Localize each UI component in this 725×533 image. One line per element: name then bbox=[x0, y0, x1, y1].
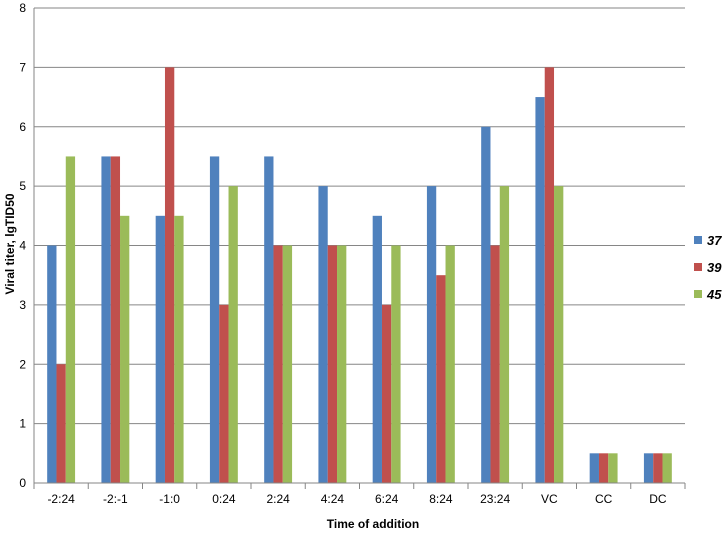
y-tick-label: 4 bbox=[19, 239, 26, 253]
x-tick-label: 23:24 bbox=[480, 492, 510, 506]
bar-37-CC bbox=[589, 453, 599, 483]
bar-37--2:-1 bbox=[101, 156, 111, 483]
bar-37--1:0 bbox=[155, 215, 165, 483]
bar-39--2:-1 bbox=[110, 156, 121, 483]
bar-45-8:24 bbox=[445, 245, 455, 483]
bar-45-6:24 bbox=[391, 245, 401, 483]
bar-39-6:24 bbox=[381, 304, 392, 483]
y-tick-labels: 0 1 2 3 4 5 6 7 8 bbox=[19, 1, 26, 490]
bar-45-CC bbox=[608, 453, 618, 483]
gridlines bbox=[34, 7, 685, 484]
bar-39-2:24 bbox=[273, 245, 283, 483]
legend-swatch-39 bbox=[694, 263, 702, 271]
bar-39-0:24 bbox=[219, 304, 229, 483]
x-tick-label: 4:24 bbox=[321, 492, 345, 506]
x-tick-label: VC bbox=[541, 492, 558, 506]
legend-label-39: 39 bbox=[707, 260, 722, 275]
y-tick-label: 5 bbox=[19, 179, 26, 193]
bars bbox=[47, 67, 672, 483]
bar-45-23:24 bbox=[499, 186, 510, 483]
legend: 37 39 45 bbox=[694, 233, 722, 302]
x-tick-label: 8:24 bbox=[429, 492, 453, 506]
y-axis-title: Viral titer, lgTID50 bbox=[3, 193, 17, 294]
y-tick-label: 3 bbox=[19, 298, 26, 312]
bar-45-VC bbox=[554, 186, 564, 483]
bar-45-2:24 bbox=[282, 245, 293, 483]
y-tick-label: 2 bbox=[19, 357, 26, 371]
x-tick-label: 2:24 bbox=[266, 492, 290, 506]
bar-37-2:24 bbox=[264, 156, 274, 483]
bar-39-4:24 bbox=[327, 245, 338, 483]
x-axis-title: Time of addition bbox=[327, 517, 419, 531]
bar-39-8:24 bbox=[436, 275, 446, 483]
bar-45--1:0 bbox=[174, 215, 184, 483]
x-tick-label: -2:24 bbox=[47, 492, 75, 506]
legend-swatch-37 bbox=[694, 236, 702, 244]
bar-45-4:24 bbox=[337, 245, 347, 483]
bar-37-VC bbox=[535, 97, 545, 483]
bar-45--2:-1 bbox=[120, 215, 130, 483]
bar-37-0:24 bbox=[209, 156, 220, 483]
x-tick-label: DC bbox=[649, 492, 667, 506]
bar-39--1:0 bbox=[164, 67, 175, 483]
legend-swatch-45 bbox=[694, 290, 702, 298]
bar-45-DC bbox=[662, 453, 672, 483]
y-tick-label: 0 bbox=[19, 476, 26, 490]
legend-label-37: 37 bbox=[707, 233, 722, 248]
bar-39-VC bbox=[544, 67, 555, 483]
x-tick-label: 0:24 bbox=[212, 492, 236, 506]
y-tick-label: 8 bbox=[19, 1, 26, 15]
x-tick-label: 6:24 bbox=[375, 492, 399, 506]
axes bbox=[33, 8, 686, 489]
x-tick-labels: -2:24 -2:-1 -1:0 0:24 2:24 4:24 6:24 8:24 23:24 V… bbox=[47, 492, 666, 506]
bar-37-4:24 bbox=[318, 186, 328, 483]
bar-39-CC bbox=[598, 453, 609, 483]
x-tick-label: -2:-1 bbox=[103, 492, 128, 506]
bar-39-DC bbox=[653, 453, 663, 483]
bar-37-DC bbox=[643, 453, 654, 483]
y-tick-label: 1 bbox=[19, 417, 26, 431]
legend-label-45: 45 bbox=[706, 287, 722, 302]
y-tick-label: 7 bbox=[19, 60, 26, 74]
bar-37--2:24 bbox=[47, 245, 57, 483]
bar-37-8:24 bbox=[426, 186, 437, 483]
bar-45--2:24 bbox=[65, 156, 76, 483]
bar-37-6:24 bbox=[372, 215, 382, 483]
y-tick-label: 6 bbox=[19, 120, 26, 134]
bar-39--2:24 bbox=[56, 364, 66, 483]
bar-39-23:24 bbox=[490, 245, 500, 483]
bar-37-23:24 bbox=[481, 126, 491, 483]
x-tick-label: CC bbox=[595, 492, 613, 506]
bar-45-0:24 bbox=[228, 186, 238, 483]
x-tick-label: -1:0 bbox=[159, 492, 180, 506]
